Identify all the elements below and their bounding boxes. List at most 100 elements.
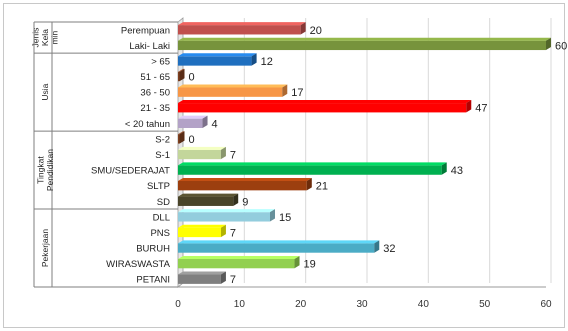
value-label: 47: [475, 103, 487, 115]
category-label: SMU/SEDERAJAT: [91, 166, 170, 177]
bar: [178, 103, 467, 113]
group-label: Jenis Kela min: [31, 28, 60, 48]
bar: [178, 118, 203, 128]
bar: [178, 274, 221, 284]
bar-group: [178, 162, 447, 175]
bar-group: [178, 53, 257, 66]
bar-group: [178, 146, 226, 160]
bar-top: [178, 224, 226, 228]
x-tick-label: 30: [356, 299, 368, 310]
value-label: 7: [230, 274, 236, 286]
bar-side: [306, 178, 312, 191]
bar-top: [178, 68, 185, 72]
x-tick-label: 50: [479, 299, 491, 310]
category-label: < 20 tahun: [125, 119, 170, 130]
value-label: 12: [261, 56, 273, 68]
category-label: 21 - 35: [140, 103, 170, 114]
bar-side: [251, 53, 257, 66]
category-label: DLL: [153, 212, 170, 223]
value-label: 7: [230, 150, 236, 162]
bar-side: [300, 22, 306, 35]
value-label: 15: [279, 212, 291, 224]
bar-group: [178, 255, 300, 269]
bar-group: [178, 84, 288, 97]
bar-side: [270, 209, 275, 222]
bar-group: [178, 209, 275, 222]
bar: [178, 134, 180, 144]
category-label: PETANI: [136, 275, 170, 286]
bar-top: [178, 271, 226, 275]
group-label: Pekerjaan: [40, 229, 50, 268]
bar-group: [178, 68, 185, 82]
bar-top: [178, 255, 300, 259]
bar-top: [178, 115, 208, 119]
group-label-line: Pekerjaan: [40, 229, 50, 268]
bar-side: [233, 193, 239, 206]
bar-side: [282, 84, 288, 97]
bar-top: [178, 131, 185, 135]
category-label: S-2: [155, 134, 170, 145]
category-label: 51 - 65: [140, 72, 170, 83]
category-label: SLTP: [147, 181, 170, 192]
group-label-line: Jenis: [31, 28, 41, 48]
bar-top: [178, 146, 226, 150]
bar-top: [178, 53, 257, 57]
value-label: 9: [242, 196, 248, 208]
group-label-line: Kela: [40, 29, 50, 46]
bar-top: [178, 100, 472, 104]
bar-group: [178, 193, 239, 206]
bar-side: [220, 271, 226, 284]
bar-top: [178, 37, 551, 41]
x-tick-label: 60: [540, 299, 552, 310]
bar-top: [178, 178, 312, 181]
bar: [178, 243, 375, 253]
bar-group: [178, 22, 306, 35]
bar-side: [220, 224, 226, 238]
group-label-line: min: [50, 30, 60, 44]
bar-group: [178, 37, 551, 51]
value-label: 17: [291, 87, 303, 99]
group-label-line: Tingkat: [35, 156, 45, 184]
x-tick-label: 0: [175, 299, 181, 310]
bar-group: [178, 115, 208, 128]
bar: [178, 181, 307, 191]
value-label: 4: [212, 118, 218, 130]
value-label: 19: [304, 259, 316, 271]
bar: [178, 196, 234, 206]
bar: [178, 71, 180, 82]
category-label: S-1: [155, 150, 170, 161]
group-label: Usia: [40, 83, 50, 100]
bar-side: [220, 146, 226, 160]
category-label: Perempuan: [121, 25, 170, 36]
value-label: 20: [310, 25, 322, 37]
bar-side: [546, 37, 551, 51]
category-label: Laki- Laki: [129, 41, 170, 52]
x-tick-label: 20: [295, 299, 307, 310]
value-label: 21: [316, 181, 328, 193]
category-label: BURUH: [136, 244, 170, 255]
bar-top: [178, 193, 239, 197]
bar-side: [466, 100, 472, 113]
bar: [178, 40, 546, 51]
bar: [178, 25, 301, 35]
bar-group: [178, 100, 472, 113]
group-label-line: Pendidikan: [45, 149, 55, 191]
chart-border: [3, 3, 565, 328]
value-label: 60: [555, 40, 567, 52]
bar-side: [441, 162, 447, 175]
bar-side: [294, 255, 300, 269]
category-label: > 65: [151, 56, 170, 67]
category-label: WIRASWASTA: [106, 259, 171, 270]
bar-group: [178, 131, 185, 144]
bar-side: [202, 115, 208, 128]
category-label: PNS: [150, 228, 170, 239]
bar-side: [179, 68, 185, 82]
bar: [178, 258, 295, 269]
bar-group: [178, 240, 380, 253]
bar: [178, 227, 221, 238]
value-label: 0: [189, 134, 195, 146]
value-label: 43: [451, 165, 463, 177]
group-label-line: Usia: [40, 83, 50, 100]
bar: [178, 212, 270, 222]
x-tick-label: 40: [418, 299, 430, 310]
